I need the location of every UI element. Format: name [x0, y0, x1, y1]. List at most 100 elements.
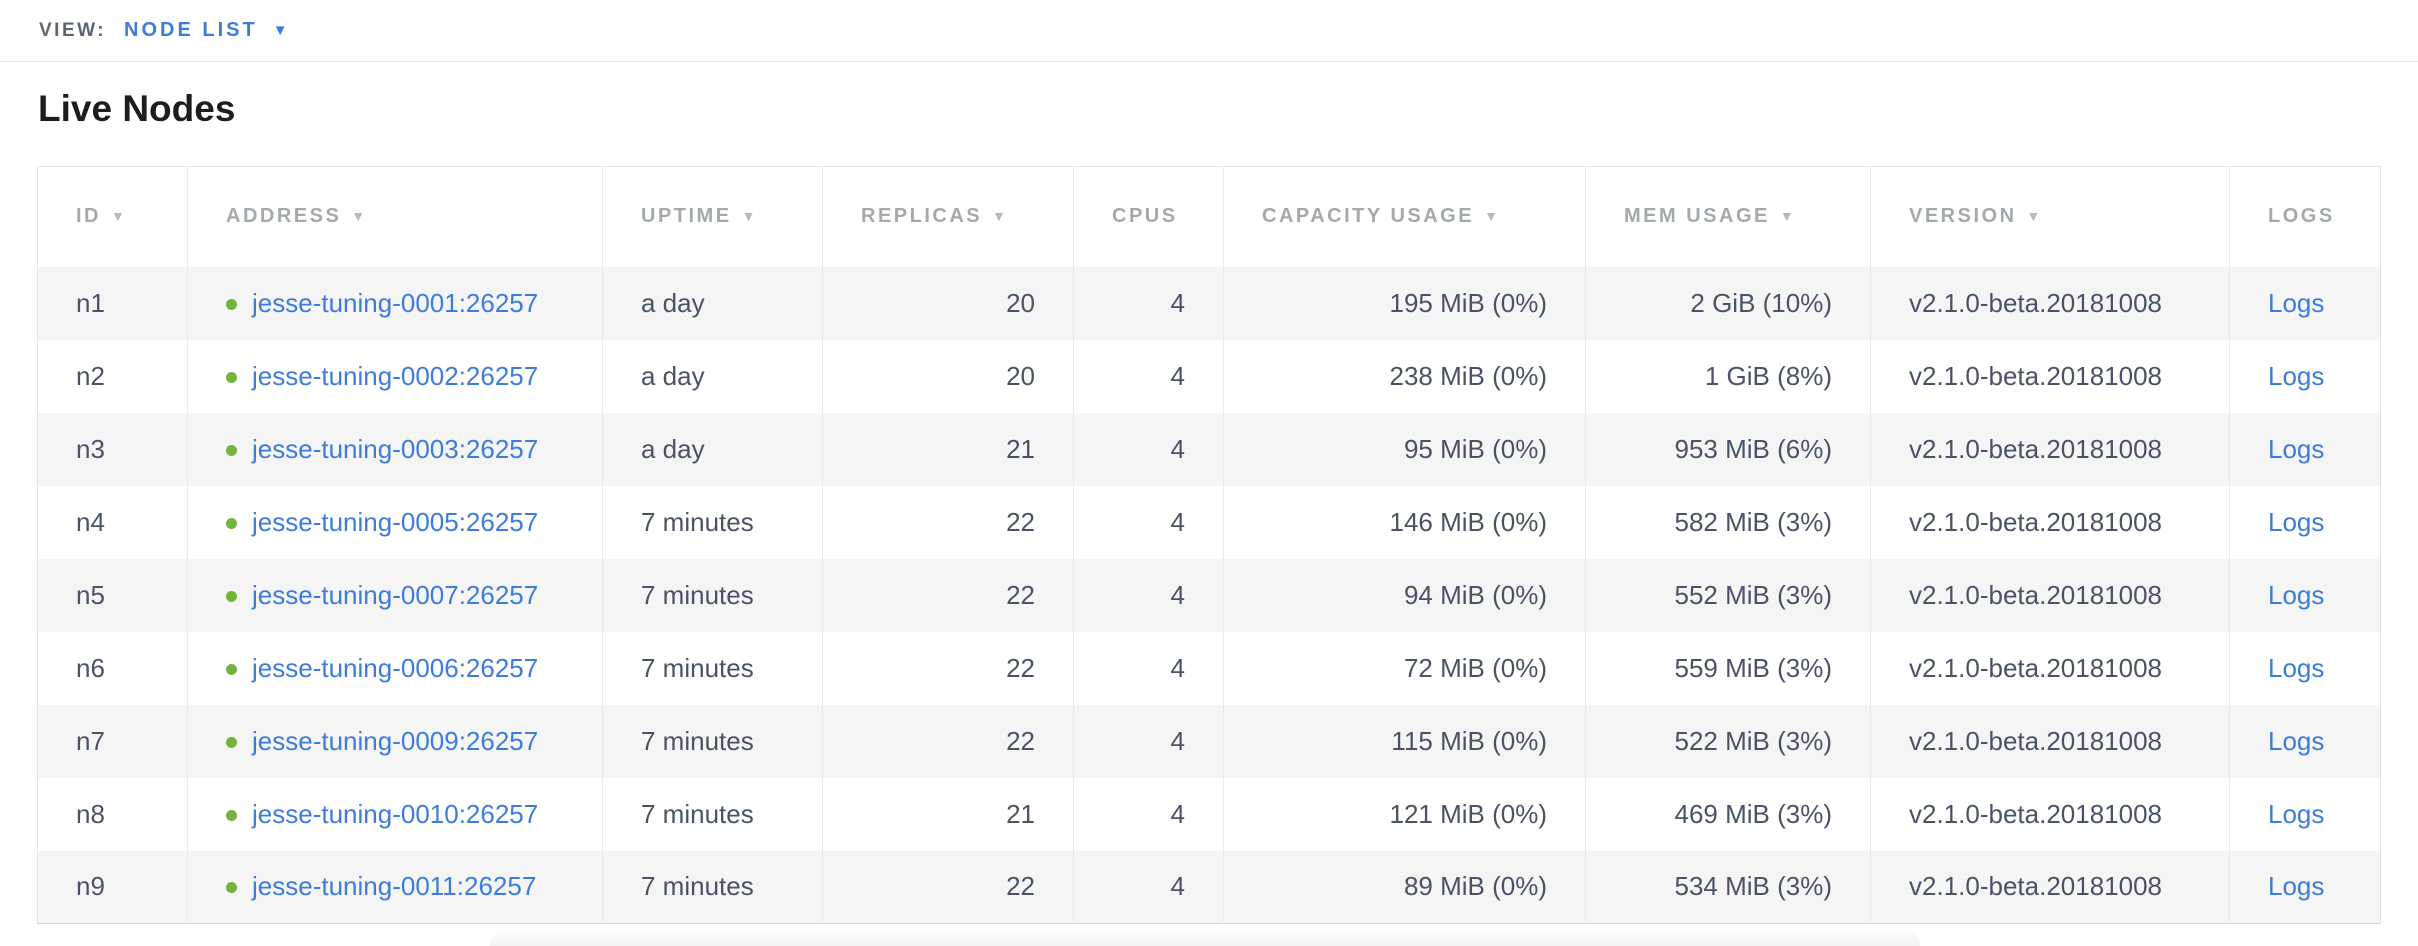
node-uptime-cell: 7 minutes: [602, 558, 823, 632]
column-header-label: UPTIME: [641, 205, 732, 228]
node-address-link[interactable]: jesse-tuning-0011:26257: [252, 871, 537, 902]
node-replicas-cell: 20: [822, 339, 1074, 413]
table-row: n8 jesse-tuning-0010:26257 7 minutes 21 …: [37, 777, 2381, 851]
column-header-address[interactable]: ADDRESS ▼: [187, 166, 603, 267]
node-address-cell: jesse-tuning-0006:26257: [187, 631, 603, 705]
column-header-mem[interactable]: MEM USAGE ▼: [1585, 166, 1871, 267]
node-uptime-cell: 7 minutes: [602, 850, 823, 924]
column-header-uptime[interactable]: UPTIME ▼: [602, 166, 823, 267]
node-version-cell: v2.1.0-beta.20181008: [1870, 631, 2230, 705]
node-capacity-cell: 121 MiB (0%): [1223, 777, 1586, 851]
node-health-dot-icon: [226, 298, 237, 310]
node-id-cell: n7: [76, 725, 105, 756]
node-cpus-cell: 4: [1073, 777, 1224, 851]
node-replicas-cell: 21: [822, 777, 1074, 851]
node-health-dot-icon: [226, 663, 237, 675]
table-header-row: ID▼ ADDRESS▼ UPTIME▼ REPLICAS▼ CPUS▼ CAP…: [37, 166, 2381, 267]
table-row: n2 jesse-tuning-0002:26257 a day 20 4 23…: [37, 339, 2381, 413]
node-logs-cell: Logs: [2229, 631, 2381, 705]
node-version-cell: v2.1.0-beta.20181008: [1870, 558, 2230, 632]
view-dropdown-value: NODE LIST: [124, 19, 258, 41]
column-header-label: CAPACITY USAGE: [1262, 205, 1475, 228]
table-row: n9 jesse-tuning-0011:26257 7 minutes 22 …: [37, 850, 2381, 924]
node-replicas-cell: 20: [822, 266, 1074, 340]
node-address-cell: jesse-tuning-0005:26257: [187, 485, 603, 559]
column-header-label: VERSION: [1909, 205, 2017, 228]
node-cpus-cell: 4: [1073, 412, 1224, 486]
node-capacity-cell: 146 MiB (0%): [1223, 485, 1586, 559]
node-replicas-cell: 21: [822, 412, 1074, 486]
node-mem-cell: 559 MiB (3%): [1585, 631, 1871, 705]
node-logs-cell: Logs: [2229, 266, 2381, 340]
logs-link[interactable]: Logs: [2268, 871, 2325, 902]
logs-link[interactable]: Logs: [2268, 287, 2325, 318]
node-capacity-cell: 115 MiB (0%): [1223, 704, 1586, 778]
column-header-label: ADDRESS: [226, 205, 342, 228]
page-title: Live Nodes: [38, 88, 236, 129]
node-cpus-cell: 4: [1073, 485, 1224, 559]
node-id-cell: n1: [76, 287, 105, 318]
column-header-label: CPUS: [1112, 205, 1178, 228]
logs-link[interactable]: Logs: [2268, 579, 2325, 610]
logs-link[interactable]: Logs: [2268, 360, 2325, 391]
node-address-link[interactable]: jesse-tuning-0002:26257: [252, 360, 539, 391]
sort-caret-icon: ▼: [111, 208, 128, 225]
node-address-link[interactable]: jesse-tuning-0003:26257: [252, 433, 539, 464]
node-cpus-cell: 4: [1073, 631, 1224, 705]
node-version-cell: v2.1.0-beta.20181008: [1870, 485, 2230, 559]
node-address-link[interactable]: jesse-tuning-0001:26257: [252, 287, 539, 318]
node-id-cell: n3: [76, 433, 105, 464]
column-header-replicas[interactable]: REPLICAS ▼: [822, 166, 1074, 267]
node-cpus-cell: 4: [1073, 704, 1224, 778]
node-capacity-cell: 195 MiB (0%): [1223, 266, 1586, 340]
node-address-link[interactable]: jesse-tuning-0005:26257: [252, 506, 539, 537]
column-header-id[interactable]: ID ▼: [37, 166, 188, 267]
table-row: n3 jesse-tuning-0003:26257 a day 21 4 95…: [37, 412, 2381, 486]
node-address-link[interactable]: jesse-tuning-0009:26257: [252, 725, 539, 756]
node-mem-cell: 582 MiB (3%): [1585, 485, 1871, 559]
sort-caret-icon: ▼: [992, 208, 1009, 225]
caret-down-icon: ▼: [272, 22, 288, 39]
live-nodes-table: ID▼ ADDRESS▼ UPTIME▼ REPLICAS▼ CPUS▼ CAP…: [37, 166, 2381, 924]
node-version-cell: v2.1.0-beta.20181008: [1870, 704, 2230, 778]
logs-link[interactable]: Logs: [2268, 725, 2325, 756]
logs-link[interactable]: Logs: [2268, 506, 2325, 537]
node-capacity-cell: 94 MiB (0%): [1223, 558, 1586, 632]
column-header-label: ID: [76, 205, 101, 228]
node-address-cell: jesse-tuning-0003:26257: [187, 412, 603, 486]
node-address-link[interactable]: jesse-tuning-0010:26257: [252, 798, 539, 829]
column-header-capacity[interactable]: CAPACITY USAGE ▼: [1223, 166, 1586, 267]
node-uptime-cell: 7 minutes: [602, 631, 823, 705]
node-uptime-cell: a day: [602, 412, 823, 486]
node-health-dot-icon: [226, 590, 237, 602]
node-cpus-cell: 4: [1073, 558, 1224, 632]
node-health-dot-icon: [226, 371, 237, 383]
node-id-cell: n4: [76, 506, 105, 537]
column-header-version[interactable]: VERSION ▼: [1870, 166, 2230, 267]
node-mem-cell: 469 MiB (3%): [1585, 777, 1871, 851]
node-mem-cell: 2 GiB (10%): [1585, 266, 1871, 340]
node-mem-cell: 534 MiB (3%): [1585, 850, 1871, 924]
logs-link[interactable]: Logs: [2268, 652, 2325, 683]
node-id-cell: n9: [76, 871, 105, 902]
node-id-cell: n8: [76, 798, 105, 829]
node-logs-cell: Logs: [2229, 850, 2381, 924]
column-header-label: REPLICAS: [861, 205, 983, 228]
node-logs-cell: Logs: [2229, 412, 2381, 486]
view-dropdown[interactable]: NODE LIST ▼: [124, 19, 288, 42]
column-header-label: LOGS: [2268, 205, 2335, 228]
node-address-link[interactable]: jesse-tuning-0006:26257: [252, 652, 539, 683]
node-mem-cell: 552 MiB (3%): [1585, 558, 1871, 632]
logs-link[interactable]: Logs: [2268, 798, 2325, 829]
node-health-dot-icon: [226, 882, 237, 894]
logs-link[interactable]: Logs: [2268, 433, 2325, 464]
node-id-cell: n5: [76, 579, 105, 610]
table-row: n4 jesse-tuning-0005:26257 7 minutes 22 …: [37, 485, 2381, 559]
table-row: n7 jesse-tuning-0009:26257 7 minutes 22 …: [37, 704, 2381, 778]
node-mem-cell: 1 GiB (8%): [1585, 339, 1871, 413]
node-address-cell: jesse-tuning-0010:26257: [187, 777, 603, 851]
table-row: n6 jesse-tuning-0006:26257 7 minutes 22 …: [37, 631, 2381, 705]
table-row: n1 jesse-tuning-0001:26257 a day 20 4 19…: [37, 266, 2381, 340]
node-address-cell: jesse-tuning-0002:26257: [187, 339, 603, 413]
node-address-link[interactable]: jesse-tuning-0007:26257: [252, 579, 539, 610]
